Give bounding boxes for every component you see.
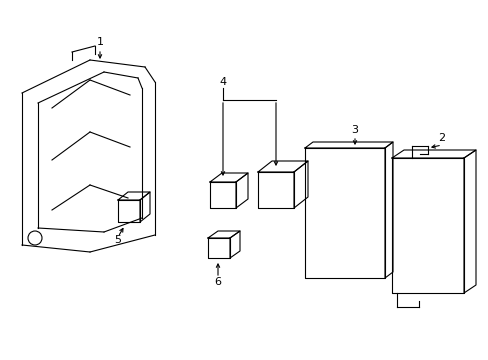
Text: 3: 3 — [351, 125, 358, 135]
Text: 6: 6 — [214, 277, 221, 287]
Text: 5: 5 — [114, 235, 121, 245]
Text: 1: 1 — [96, 37, 103, 47]
Text: 2: 2 — [438, 133, 445, 143]
Text: 4: 4 — [219, 77, 226, 87]
